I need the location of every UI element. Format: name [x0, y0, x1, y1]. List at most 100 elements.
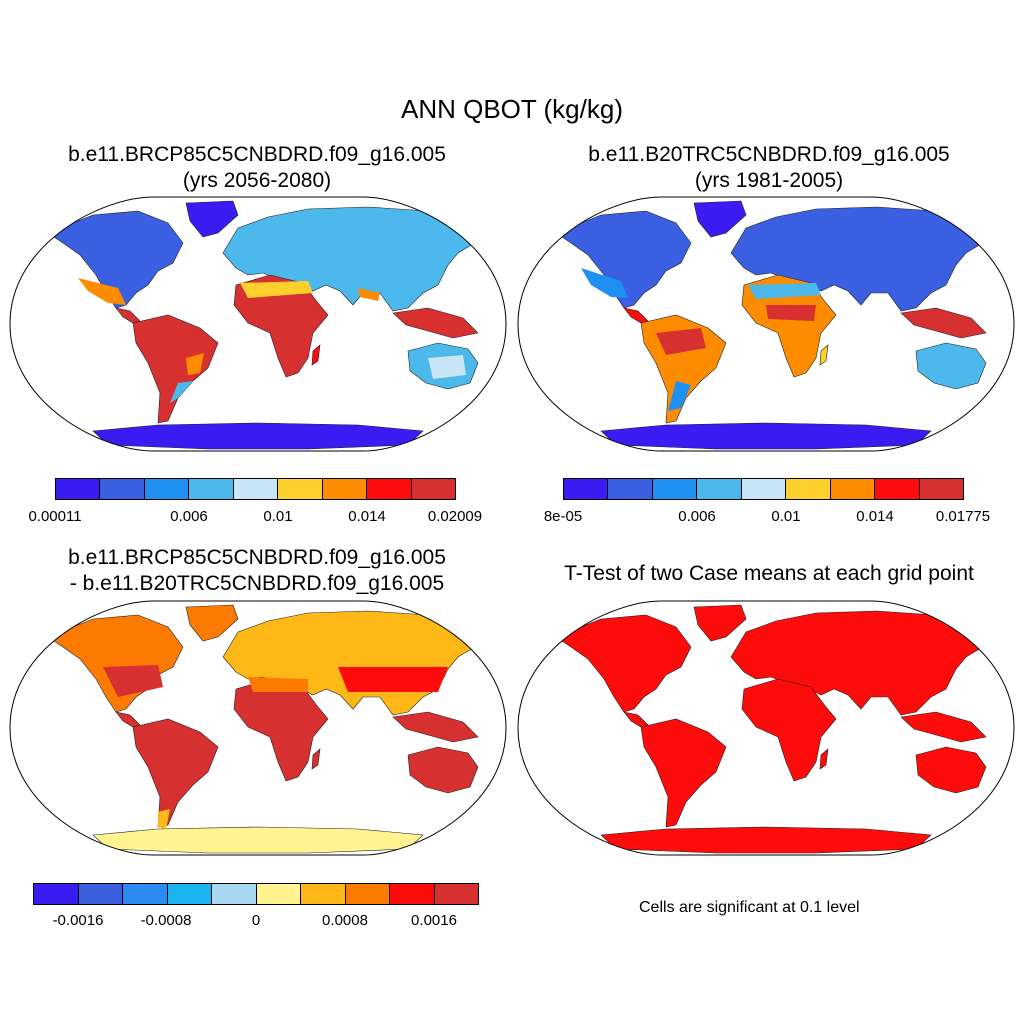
colorbar-tick-label: 0.0016 — [411, 912, 457, 929]
field-region — [358, 288, 380, 301]
landmass-greenland — [693, 200, 747, 238]
landmass-australia — [915, 746, 987, 794]
panel-control-title-line1: b.e11.B20TRC5CNBDRD.f09_g16.005 — [588, 143, 950, 166]
colorbar-swatch — [390, 884, 435, 904]
landmass-seasia — [900, 711, 987, 743]
landmass-camerica — [115, 711, 141, 728]
landmass-samerica — [132, 314, 219, 424]
landmass-greenland — [693, 604, 747, 642]
landmass-namerica — [47, 210, 184, 309]
colorbar-tick-label: 0.01 — [263, 508, 293, 525]
field-region — [103, 665, 163, 697]
map-control-case — [517, 196, 1015, 452]
field-region — [581, 268, 628, 298]
map-test-case — [9, 196, 507, 452]
field-region — [428, 355, 466, 379]
landmass-australia — [407, 746, 479, 794]
colorbar-swatch — [301, 884, 346, 904]
panel-ttest-title: T-Test of two Case means at each grid po… — [564, 562, 974, 585]
landmass-madagascar — [819, 748, 829, 770]
panel-control-title-line2: (yrs 1981-2005) — [694, 169, 844, 192]
figure-title: ANN QBOT (kg/kg) — [400, 94, 623, 124]
colorbar-swatch — [741, 479, 787, 499]
colorbar-tick-label: 0.006 — [678, 508, 716, 525]
landmass-madagascar — [311, 748, 321, 770]
field-region — [78, 278, 126, 305]
landmass-namerica — [555, 210, 692, 309]
field-region — [158, 809, 170, 829]
landmass-antarctica — [600, 422, 932, 450]
field-region — [186, 353, 204, 375]
field-region — [766, 305, 816, 321]
colorbar-tick-label: 0.014 — [856, 508, 894, 525]
colorbar-swatch — [189, 479, 234, 499]
field-region — [816, 248, 956, 273]
map-boundary — [9, 196, 507, 452]
significance-note: Cells are significant at 0.1 level — [639, 899, 860, 916]
panel-diff-title-line1: b.e11.BRCP85C5CNBDRD.f09_g16.005 — [68, 546, 446, 569]
colorbar-tick-label: 0.00011 — [28, 508, 82, 525]
colorbar-swatch — [919, 479, 963, 499]
colorbar-tick-label: 0.006 — [170, 508, 208, 525]
map-boundary — [9, 600, 507, 856]
landmass-africa — [741, 678, 837, 782]
colorbar-swatch — [786, 479, 831, 499]
landmass-antarctica — [92, 422, 424, 450]
colorbar-tick-label: 0 — [251, 912, 261, 929]
colorbar-swatch — [78, 884, 123, 904]
field-region — [248, 677, 308, 692]
colorbar-tick-label: -0.0008 — [140, 912, 192, 929]
field-region — [170, 381, 193, 403]
colorbar-swatch — [256, 884, 301, 904]
landmass-greenland — [185, 200, 239, 238]
landmass-antarctica — [92, 826, 424, 854]
landmass-camerica — [115, 307, 141, 324]
colorbar-swatch — [608, 479, 653, 499]
colorbar-swatch — [100, 479, 145, 499]
field-region — [338, 667, 448, 692]
field-region — [668, 381, 691, 411]
colorbar-tick-label: 0.02009 — [427, 508, 483, 525]
map-boundary — [517, 196, 1015, 452]
landmass-australia — [915, 342, 987, 390]
landmass-seasia — [900, 307, 987, 339]
colorbar-swatch — [322, 479, 368, 499]
colorbar-swatch — [167, 884, 212, 904]
map-boundary — [517, 600, 1015, 856]
colorbar-swatch — [233, 479, 279, 499]
colorbar-control-case — [563, 478, 964, 500]
colorbar-swatch — [411, 479, 455, 499]
colorbar-swatch — [697, 479, 742, 499]
colorbar-swatch — [875, 479, 920, 499]
colorbar-swatch — [564, 479, 609, 499]
colorbar-swatch — [123, 884, 168, 904]
colorbar-swatch — [144, 479, 190, 499]
map-difference — [9, 600, 507, 856]
landmass-antarctica — [600, 826, 932, 854]
colorbar-test-case — [55, 478, 456, 500]
colorbar-swatch — [830, 479, 876, 499]
colorbar-tick-label: 0.0008 — [322, 912, 368, 929]
landmass-samerica — [132, 718, 219, 828]
map-ttest-significance — [517, 600, 1015, 856]
colorbar-swatch — [434, 884, 478, 904]
landmass-madagascar — [311, 344, 321, 366]
field-region — [240, 281, 313, 298]
colorbar-swatch — [56, 479, 101, 499]
colorbar-swatch — [212, 884, 257, 904]
field-region — [656, 328, 706, 355]
colorbar-tick-label: 8e-05 — [543, 508, 583, 525]
colorbar-tick-label: 0.014 — [348, 508, 386, 525]
colorbar-swatch — [34, 884, 79, 904]
landmass-seasia — [392, 711, 479, 743]
colorbar-difference — [33, 883, 479, 905]
landmass-seasia — [392, 307, 479, 339]
colorbar-swatch — [367, 479, 412, 499]
colorbar-swatch — [278, 479, 323, 499]
field-region — [748, 283, 821, 299]
colorbar-swatch — [345, 884, 390, 904]
landmass-namerica — [47, 614, 184, 713]
landmass-greenland — [185, 604, 239, 642]
landmass-samerica — [640, 718, 727, 828]
colorbar-swatch — [652, 479, 698, 499]
